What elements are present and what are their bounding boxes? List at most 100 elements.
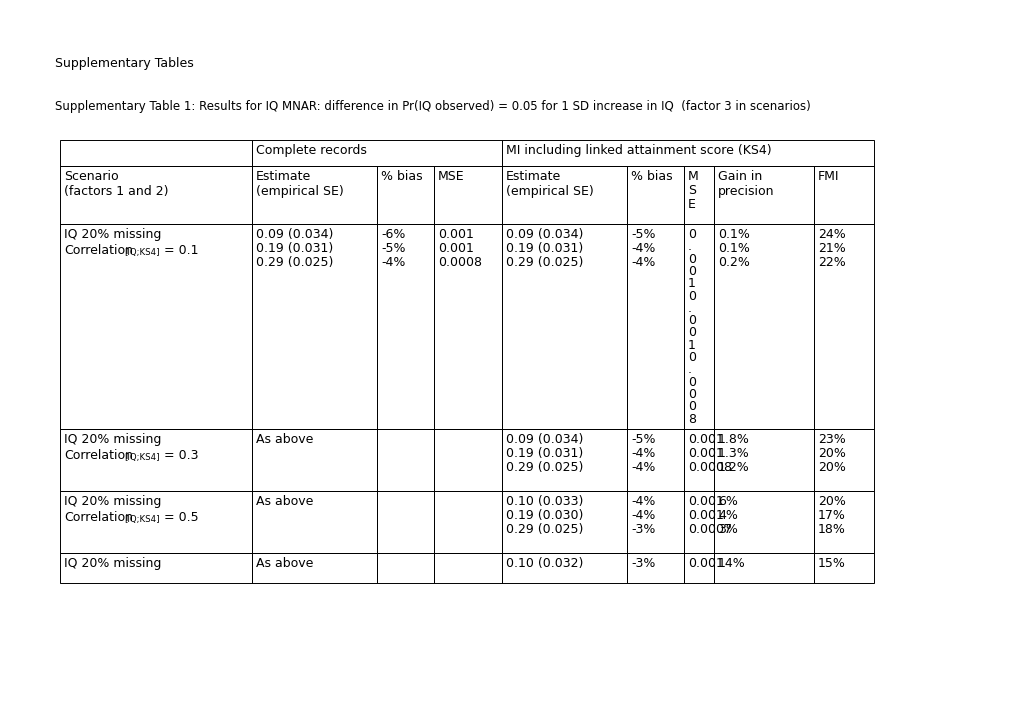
- Text: IQ 20% missing: IQ 20% missing: [64, 433, 161, 446]
- Text: Correlation: Correlation: [64, 449, 132, 462]
- Bar: [813, 166, 873, 224]
- Text: 1.3%: 1.3%: [717, 447, 749, 460]
- Bar: [627, 166, 684, 224]
- Text: 1: 1: [688, 277, 695, 290]
- Text: 0.001: 0.001: [688, 495, 723, 508]
- Text: 0: 0: [688, 388, 695, 401]
- Bar: [60, 140, 252, 166]
- Text: -6%: -6%: [381, 228, 405, 241]
- Text: 20%: 20%: [817, 495, 845, 508]
- Text: Scenario
(factors 1 and 2): Scenario (factors 1 and 2): [64, 170, 168, 198]
- Bar: [713, 429, 813, 491]
- Bar: [377, 429, 433, 491]
- Bar: [627, 224, 684, 429]
- Bar: [433, 429, 501, 491]
- Text: 0.001: 0.001: [688, 433, 723, 446]
- Text: MI including linked attainment score (KS4): MI including linked attainment score (KS…: [505, 144, 770, 157]
- Text: 0: 0: [688, 400, 695, 413]
- Text: 0: 0: [688, 351, 695, 364]
- Text: 0.29 (0.025): 0.29 (0.025): [256, 256, 333, 269]
- Text: -4%: -4%: [631, 447, 655, 460]
- Bar: [60, 491, 252, 553]
- Bar: [501, 166, 627, 224]
- Text: -4%: -4%: [631, 495, 655, 508]
- Text: Supplementary Tables: Supplementary Tables: [55, 57, 194, 70]
- Text: 1.8%: 1.8%: [717, 433, 749, 446]
- Text: 0.09 (0.034): 0.09 (0.034): [505, 433, 583, 446]
- Bar: [60, 553, 252, 583]
- Text: 4%: 4%: [717, 509, 737, 522]
- Bar: [252, 491, 377, 553]
- Text: M: M: [688, 170, 698, 183]
- Text: 17%: 17%: [817, 509, 845, 522]
- Bar: [713, 224, 813, 429]
- Text: 0.19 (0.031): 0.19 (0.031): [256, 242, 333, 255]
- Text: 0.09 (0.034): 0.09 (0.034): [256, 228, 333, 241]
- Text: -5%: -5%: [381, 242, 406, 255]
- Text: 0.0008: 0.0008: [437, 256, 482, 269]
- Text: 0.2%: 0.2%: [717, 256, 749, 269]
- Bar: [684, 429, 713, 491]
- Bar: [684, 166, 713, 224]
- Text: 0: 0: [688, 228, 695, 241]
- Bar: [813, 553, 873, 583]
- Text: 0.001: 0.001: [688, 557, 723, 570]
- Text: 0.0008: 0.0008: [688, 461, 732, 474]
- Text: 0.29 (0.025): 0.29 (0.025): [505, 256, 583, 269]
- Text: E: E: [688, 198, 695, 211]
- Text: 0.09 (0.034): 0.09 (0.034): [505, 228, 583, 241]
- Text: IQ 20% missing: IQ 20% missing: [64, 495, 161, 508]
- Text: Gain in
precision: Gain in precision: [717, 170, 773, 198]
- Bar: [713, 553, 813, 583]
- Bar: [60, 166, 252, 224]
- Text: = 0.1: = 0.1: [160, 244, 199, 257]
- Text: MSE: MSE: [437, 170, 465, 183]
- Text: 0.19 (0.031): 0.19 (0.031): [505, 447, 583, 460]
- Bar: [813, 491, 873, 553]
- Text: 0.29 (0.025): 0.29 (0.025): [505, 461, 583, 474]
- Bar: [713, 166, 813, 224]
- Text: 21%: 21%: [817, 242, 845, 255]
- Bar: [627, 553, 684, 583]
- Text: As above: As above: [256, 495, 313, 508]
- Text: -3%: -3%: [631, 523, 655, 536]
- Text: Complete records: Complete records: [256, 144, 367, 157]
- Text: 0.0007: 0.0007: [688, 523, 732, 536]
- Text: 0.1%: 0.1%: [717, 242, 749, 255]
- Bar: [684, 491, 713, 553]
- Text: [IQ;KS4]: [IQ;KS4]: [124, 453, 159, 462]
- Text: 0: 0: [688, 289, 695, 302]
- Text: -5%: -5%: [631, 228, 655, 241]
- Text: 0.1%: 0.1%: [717, 228, 749, 241]
- Text: IQ 20% missing: IQ 20% missing: [64, 228, 161, 241]
- Text: .: .: [688, 240, 691, 253]
- Bar: [501, 491, 627, 553]
- Text: -5%: -5%: [631, 433, 655, 446]
- Bar: [501, 429, 627, 491]
- Text: 0.19 (0.030): 0.19 (0.030): [505, 509, 583, 522]
- Text: -4%: -4%: [631, 242, 655, 255]
- Text: S: S: [688, 184, 695, 197]
- Text: FMI: FMI: [817, 170, 839, 183]
- Bar: [252, 140, 501, 166]
- Text: IQ 20% missing: IQ 20% missing: [64, 557, 161, 570]
- Text: [IQ;KS4]: [IQ;KS4]: [124, 515, 159, 524]
- Bar: [377, 166, 433, 224]
- Text: % bias: % bias: [381, 170, 422, 183]
- Text: % bias: % bias: [631, 170, 672, 183]
- Bar: [627, 491, 684, 553]
- Text: 15%: 15%: [817, 557, 845, 570]
- Text: 0: 0: [688, 253, 695, 266]
- Bar: [627, 429, 684, 491]
- Bar: [60, 224, 252, 429]
- Text: .: .: [688, 302, 691, 315]
- Bar: [433, 553, 501, 583]
- Text: 0.19 (0.031): 0.19 (0.031): [505, 242, 583, 255]
- Text: [IQ;KS4]: [IQ;KS4]: [124, 248, 159, 257]
- Text: 24%: 24%: [817, 228, 845, 241]
- Bar: [377, 491, 433, 553]
- Text: As above: As above: [256, 557, 313, 570]
- Text: Estimate
(empirical SE): Estimate (empirical SE): [505, 170, 593, 198]
- Text: -4%: -4%: [631, 509, 655, 522]
- Text: 18%: 18%: [817, 523, 845, 536]
